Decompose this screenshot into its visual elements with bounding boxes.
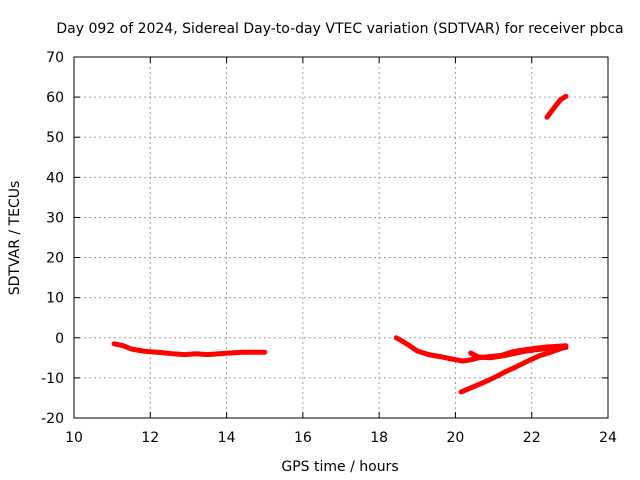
x-tick-label: 16 — [294, 430, 312, 446]
y-tick-label: 30 — [46, 210, 64, 226]
x-tick-label: 24 — [599, 430, 617, 446]
y-tick-label: 10 — [46, 291, 64, 307]
series-line-pass-1 — [111, 341, 268, 358]
plot-frame — [73, 56, 609, 419]
grid — [74, 57, 608, 418]
y-axis-label: SDTVAR / TECUs — [7, 181, 23, 296]
chart-title: Day 092 of 2024, Sidereal Day-to-day VTE… — [56, 21, 623, 37]
series-line-pass-3 — [468, 344, 569, 361]
y-tick-label: 60 — [46, 90, 64, 106]
x-tick-label: 14 — [218, 430, 236, 446]
x-tick-label: 20 — [447, 430, 465, 446]
series-line-pass-4 — [458, 344, 569, 395]
y-tick-label: -20 — [41, 411, 64, 427]
series-line-pass-5 — [544, 93, 569, 120]
y-tick-label: 70 — [46, 50, 64, 66]
axis-ticks — [73, 56, 609, 419]
x-tick-label: 10 — [65, 430, 83, 446]
y-tick-label: 40 — [46, 170, 64, 186]
x-tick-label: 18 — [370, 430, 388, 446]
y-tick-label: 50 — [46, 130, 64, 146]
y-tick-label: -10 — [41, 371, 64, 387]
y-tick-label: 0 — [55, 331, 64, 347]
y-tick-label: 20 — [46, 251, 64, 267]
tick-labels: 10 12 14 16 18 20 22 24 -20 -10 0 10 20 30 40 50 60 70 — [41, 50, 617, 446]
series-layer — [111, 93, 569, 395]
x-axis-label: GPS time / hours — [281, 459, 398, 475]
x-tick-label: 22 — [523, 430, 541, 446]
x-tick-label: 12 — [141, 430, 159, 446]
